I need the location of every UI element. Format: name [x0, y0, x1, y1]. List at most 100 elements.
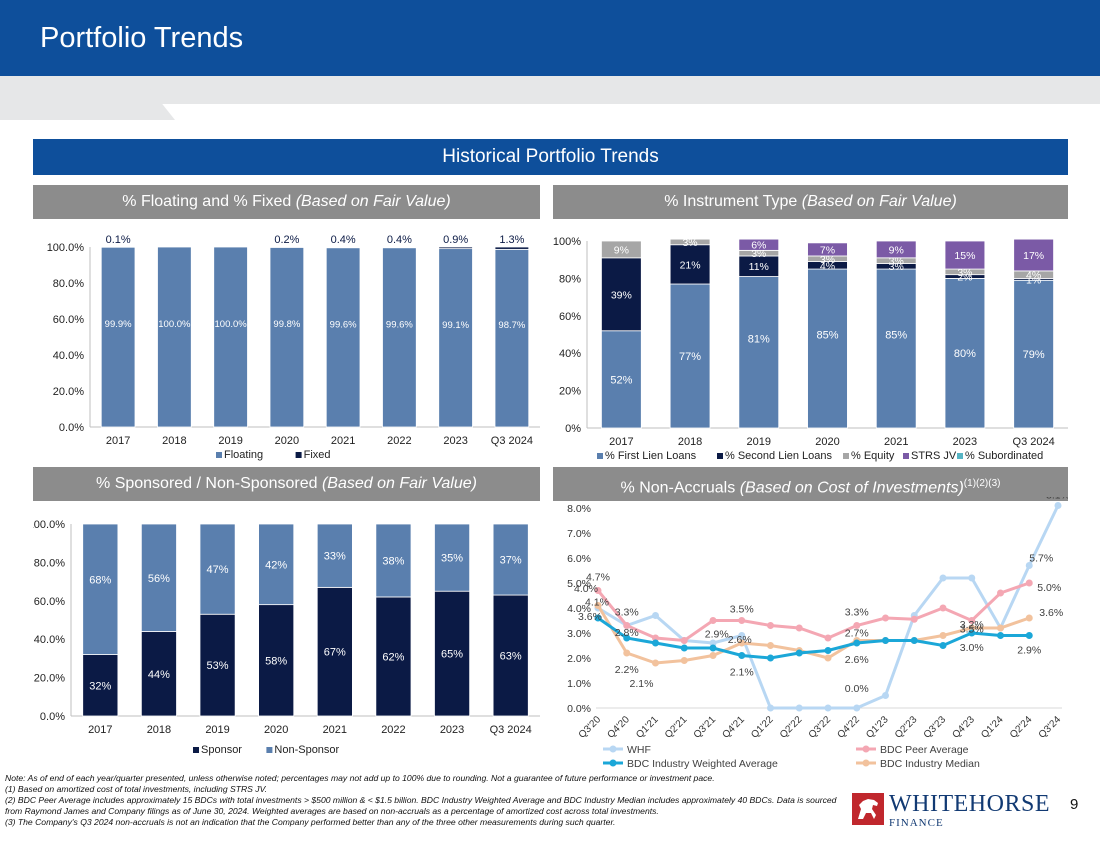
- nonaccrual-data-label: 3.2%: [960, 619, 984, 631]
- nonaccrual-data-label: 2.1%: [730, 667, 754, 679]
- floating-bar-floating: [213, 246, 248, 428]
- nonaccrual-data-label: 2.6%: [728, 634, 752, 646]
- nonaccrual-point-whf: [652, 612, 659, 619]
- floating-data-label: 99.6%: [386, 319, 413, 330]
- instrument-xtick: 2018: [678, 436, 702, 448]
- instrument-data-label: 3%: [682, 237, 697, 249]
- floating-data-label: 98.7%: [498, 320, 525, 331]
- nonaccrual-ytick: 4.0%: [567, 603, 591, 615]
- nonaccrual-point-whf: [709, 639, 717, 647]
- nonaccrual-data-label: 3.5%: [960, 624, 984, 636]
- instrument-data-label: 11%: [749, 261, 769, 273]
- footnote-note: Note: As of end of each year/quarter pre…: [5, 773, 715, 783]
- sponsored-data-label: 67%: [324, 647, 346, 659]
- nonaccrual-point-bdc-industry-weighted-average: [882, 637, 889, 644]
- nonaccrual-point-bdc-industry-weighted-average: [680, 644, 688, 652]
- nonaccrual-point-bdc-peer-average: [767, 622, 774, 629]
- floating-data-label: 0.9%: [443, 234, 468, 246]
- sponsored-legend-swatch: [266, 747, 273, 753]
- nonaccrual-point-bdc-peer-average: [939, 604, 947, 612]
- nonaccrual-legend-label: BDC Industry Median: [880, 758, 980, 770]
- nonaccrual-point-bdc-industry-weighted-average: [709, 644, 717, 652]
- sponsored-xtick: 2022: [381, 724, 405, 736]
- instrument-xtick: 2021: [884, 436, 908, 448]
- non-accruals-chart: 0.0%1.0%2.0%3.0%4.0%5.0%6.0%7.0%8.0%Q3'2…: [567, 497, 1068, 770]
- floating-legend-label: Fixed: [304, 449, 331, 461]
- nonaccrual-legend-label: WHF: [627, 744, 651, 756]
- nonaccrual-point-bdc-peer-average: [853, 622, 861, 629]
- nonaccrual-data-label: 3.6%: [1039, 607, 1063, 619]
- floating-data-label: 0.4%: [331, 234, 356, 246]
- instrument-bar-strs-jv: [807, 242, 848, 257]
- nonaccrual-data-label: 2.6%: [845, 654, 869, 666]
- horse-icon: [852, 793, 884, 825]
- sponsored-data-label: 56%: [148, 573, 170, 585]
- nonaccrual-line-whf: [597, 504, 1060, 710]
- title-bar: Portfolio Trends: [0, 0, 1100, 76]
- nonaccrual-ytick: 8.0%: [567, 503, 591, 515]
- nonaccrual-point-bdc-peer-average: [824, 634, 832, 642]
- instrument-panel-title: % Instrument Type: [664, 193, 802, 210]
- floating-data-label: 99.8%: [273, 319, 300, 330]
- nonaccrual-xtick: Q3'21: [692, 714, 719, 741]
- nonaccrual-ytick: 0.0%: [567, 703, 591, 715]
- instrument-ytick: 0%: [565, 423, 581, 435]
- nonaccrual-data-label: 2.2%: [615, 664, 639, 676]
- nonaccrual-point-bdc-peer-average: [738, 617, 746, 624]
- instrument-panel-subtitle: (Based on Fair Value): [801, 193, 957, 210]
- floating-ytick: 40.0%: [53, 350, 84, 362]
- sponsored-xtick: 2023: [440, 724, 464, 736]
- instrument-ytick: 40%: [559, 348, 581, 360]
- instrument-bar--first-lien-loans: [944, 278, 986, 429]
- instrument-legend-label: % Second Lien Loans: [725, 450, 833, 462]
- instrument-panel-header: % Instrument Type (Based on Fair Value): [553, 185, 1068, 219]
- instrument-data-label: 6%: [751, 240, 766, 252]
- instrument-bar--first-lien-loans: [669, 283, 711, 429]
- instrument-xtick: 2019: [747, 436, 771, 448]
- nonaccrual-xtick: Q1'24: [979, 714, 1006, 741]
- footnotes: Note: As of end of each year/quarter pre…: [5, 773, 850, 828]
- nonaccrual-point-bdc-peer-average: [795, 624, 803, 632]
- nonaccrual-ytick: 7.0%: [567, 528, 591, 540]
- floating-legend-swatch: [216, 452, 222, 458]
- sponsored-data-label: 35%: [441, 553, 463, 565]
- nonaccrual-xtick: Q3'24: [1037, 714, 1064, 741]
- nonaccrual-point-bdc-industry-weighted-average: [824, 647, 832, 654]
- sponsored-bar-sponsor: [434, 590, 471, 717]
- instrument-ytick: 80%: [559, 273, 581, 285]
- nonaccrual-data-label: 8.1%: [1046, 497, 1068, 502]
- instrument-data-label: 85%: [885, 330, 907, 342]
- nonaccrual-point-bdc-industry-weighted-average: [623, 634, 631, 642]
- title-subbar: [0, 76, 1100, 120]
- instrument-legend-swatch: [957, 453, 963, 459]
- sponsored-ytick: 0.0%: [40, 711, 65, 723]
- nonaccrual-point-bdc-peer-average: [968, 617, 976, 624]
- sponsored-legend-label: Non-Sponsor: [274, 744, 339, 756]
- nonaccrual-xtick: Q3'20: [577, 714, 604, 741]
- instrument-bar--second-lien-loans: [669, 244, 711, 285]
- instrument-legend-swatch: [717, 453, 723, 459]
- floating-data-label: 99.9%: [105, 319, 132, 330]
- footnote-2: (2) BDC Peer Average includes approximat…: [5, 795, 837, 816]
- nonaccrual-xtick: Q3'22: [807, 714, 834, 741]
- section-banner: Historical Portfolio Trends: [33, 139, 1068, 175]
- nonaccrual-point-bdc-industry-median: [997, 624, 1004, 632]
- instrument-bar--first-lien-loans: [738, 276, 780, 429]
- sponsored-bar-non-sponsor: [82, 523, 119, 655]
- nonaccrual-xtick: Q4'23: [950, 714, 977, 741]
- sponsored-data-label: 44%: [148, 669, 170, 681]
- sponsored-ytick: 60.0%: [34, 596, 65, 608]
- sponsored-bar-non-sponsor: [434, 523, 471, 592]
- nonaccrual-point-bdc-peer-average: [652, 634, 659, 642]
- nonaccrual-point-bdc-industry-median: [594, 602, 602, 609]
- sponsored-panel-subtitle: (Based on Fair Value): [321, 475, 477, 492]
- instrument-bar--second-lien-loans: [601, 257, 642, 332]
- nonaccrual-ytick: 2.0%: [567, 653, 591, 665]
- sponsored-bar-non-sponsor: [316, 523, 353, 588]
- sponsored-ytick: 80.0%: [34, 557, 65, 569]
- sponsored-xtick: 2020: [264, 724, 288, 736]
- nonaccrual-xtick: Q4'20: [605, 714, 632, 741]
- nonaccrual-point-bdc-peer-average: [1025, 579, 1033, 587]
- instrument-legend-label: % First Lien Loans: [605, 450, 697, 462]
- nonaccrual-panel-header: % Non-Accruals (Based on Cost of Investm…: [553, 467, 1068, 501]
